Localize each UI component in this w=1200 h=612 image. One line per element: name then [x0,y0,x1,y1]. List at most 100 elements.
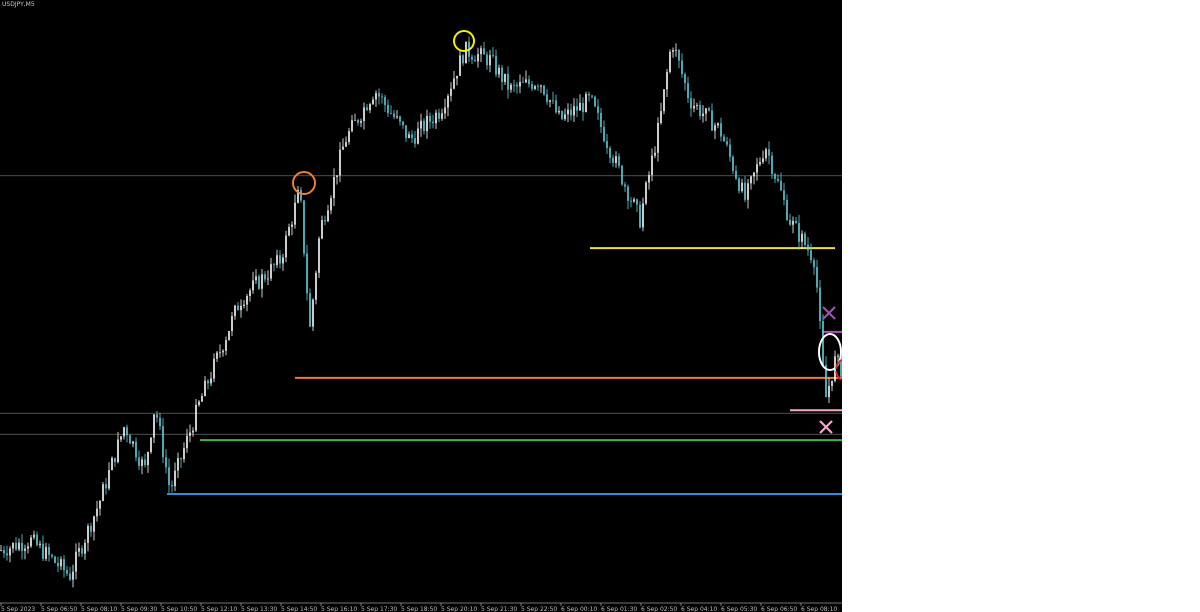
candle-body [213,358,215,379]
candle-body [459,55,461,76]
candle-body [204,380,206,397]
candle-body [759,162,761,165]
candle-body [471,56,473,60]
candle-body [240,305,242,311]
candle-body [537,86,539,88]
candle-body [438,112,440,119]
candle-body [270,264,272,279]
candle-body [93,516,95,532]
candle-body [492,55,494,56]
candle-body [48,547,50,555]
candle-body [123,427,125,437]
candle-body [447,95,449,108]
candle-body [558,110,560,113]
candle-body [636,199,638,205]
candle-body [126,427,128,436]
candle-body [699,104,701,117]
candle-body [516,84,518,87]
candle-body [690,98,692,109]
candle-body [777,178,779,181]
price-chart[interactable]: 5 Sep 2023 5 Sep 06:50 5 Sep 08:10 5 Sep 09… [0,0,842,612]
candle-body [474,59,476,62]
candle-body [546,94,548,102]
candle-body [345,142,347,147]
candle-body [540,85,542,87]
candle-body [309,293,311,327]
candle-body [147,452,149,466]
candle-body [12,542,14,549]
candle-body [39,543,41,546]
candle-body [726,141,728,145]
time-tick-label: 6 Sep 01:30 [601,606,637,612]
candle-body [513,84,515,86]
candle-body [534,86,536,89]
candle-body [813,260,815,268]
candle-body [717,123,719,126]
candle-body [642,203,644,228]
candle-body [294,202,296,225]
candle-body [36,534,38,546]
candle-body [372,99,374,105]
candle-body [366,107,368,111]
candle-body [837,355,839,357]
candle-body [252,280,254,291]
x-marker [819,420,833,434]
time-tick-label: 5 Sep 16:10 [321,606,357,612]
time-tick-label: 6 Sep 06:50 [761,606,797,612]
candle-body [132,441,134,444]
candle-body [654,152,656,156]
candle-body [549,100,551,102]
candle-body [225,340,227,351]
candle-body [825,365,827,398]
candle-body [729,144,731,157]
candle-body [171,484,173,487]
candle-body [714,125,716,131]
candle-body [384,96,386,105]
candle-body [27,546,29,549]
time-tick-label: 6 Sep 02:50 [641,606,677,612]
candle-body [117,439,119,463]
candle-body [693,105,695,109]
candle-body [624,184,626,187]
candle-body [162,426,164,458]
candle-body [663,89,665,112]
time-tick-label: 6 Sep 05:30 [721,606,757,612]
candle-body [69,573,71,580]
candle-body [78,548,80,552]
candle-body [810,250,812,261]
candle-body [585,94,587,112]
candle-body [603,126,605,142]
candle-body [249,290,251,297]
candle-body [216,352,218,359]
time-tick-label: 5 Sep 10:50 [161,606,197,612]
candle-body [618,156,620,166]
candle-body [747,183,749,200]
candle-body [750,176,752,184]
candle-body [783,190,785,200]
candle-body [165,457,167,468]
candle-body [381,96,383,98]
candle-body [489,55,491,66]
candle-body [324,220,326,222]
candle-body [276,255,278,265]
candle-body [396,116,398,118]
candle-body [423,120,425,132]
candle-body [339,149,341,176]
candle-body [81,548,83,554]
candle-body [621,165,623,185]
candle-body [627,186,629,201]
candle-body [243,304,245,306]
candle-body [402,121,404,126]
candle-body [819,287,821,322]
candle-body [816,267,818,288]
candle-body [363,107,365,121]
candle-body [354,120,356,121]
candle-body [300,189,302,201]
candle-body [444,107,446,114]
candle-body [3,549,5,554]
candle-body [639,204,641,228]
candle-body [318,238,320,273]
candle-body [666,72,668,90]
candle-body [141,459,143,466]
time-tick-label: 6 Sep 04:10 [681,606,717,612]
